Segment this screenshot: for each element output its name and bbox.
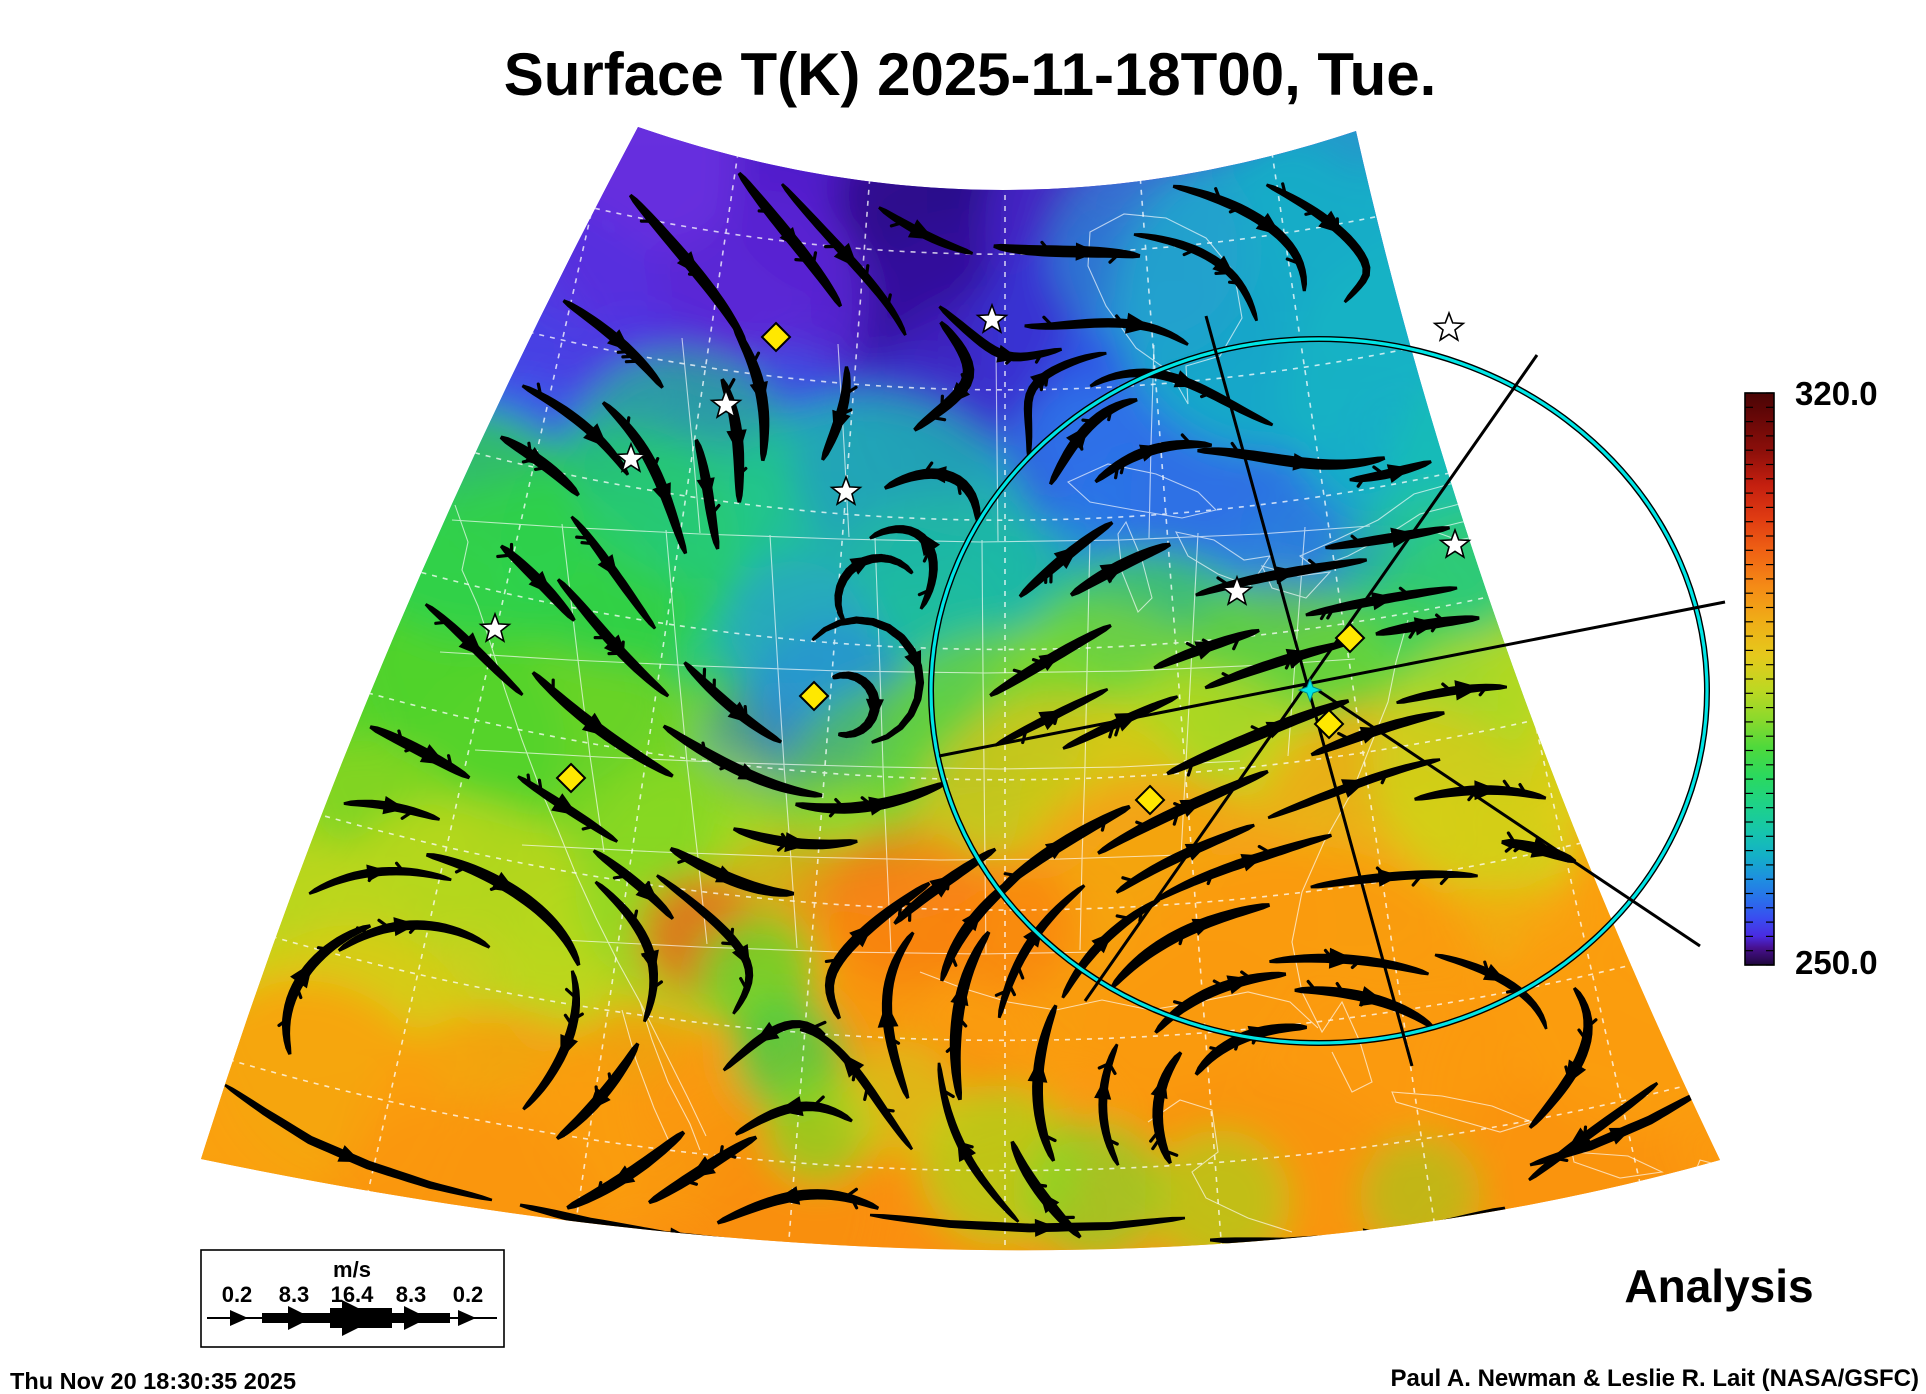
svg-text:Surface T(K) 2025-11-18T00, Tu: Surface T(K) 2025-11-18T00, Tue.: [504, 41, 1437, 108]
svg-text:16.4: 16.4: [331, 1282, 375, 1307]
svg-text:8.3: 8.3: [279, 1282, 310, 1307]
svg-text:0.2: 0.2: [222, 1282, 253, 1307]
svg-text:8.3: 8.3: [396, 1282, 427, 1307]
svg-text:Paul A. Newman & Leslie R. Lai: Paul A. Newman & Leslie R. Lait (NASA/GS…: [1390, 1365, 1919, 1392]
svg-text:Analysis: Analysis: [1624, 1260, 1813, 1312]
svg-text:Thu Nov 20 18:30:35 2025: Thu Nov 20 18:30:35 2025: [10, 1368, 296, 1394]
svg-text:0.2: 0.2: [453, 1282, 484, 1307]
svg-text:m/s: m/s: [333, 1257, 371, 1282]
svg-text:320.0: 320.0: [1795, 375, 1878, 412]
svg-text:250.0: 250.0: [1795, 944, 1878, 981]
